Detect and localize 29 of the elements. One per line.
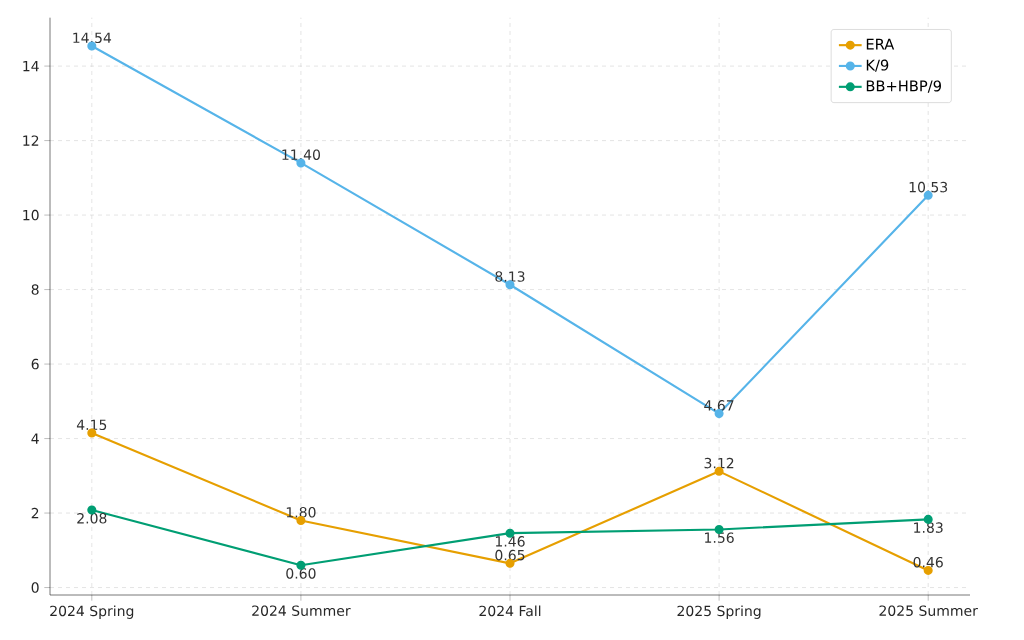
y-tick-label: 10 — [23, 209, 39, 221]
data-label: 1.56 — [705, 532, 734, 543]
data-label: 2.08 — [77, 513, 107, 524]
data-label: 1.46 — [495, 536, 525, 547]
legend-label: BB+HBP/9 — [866, 80, 941, 93]
x-tick-label: 2024 Summer — [252, 605, 351, 616]
x-tick-label: 2025 Summer — [879, 605, 978, 616]
x-tick-label: 2024 Fall — [479, 605, 541, 617]
y-tick-label: 2 — [31, 507, 39, 519]
y-tick-label: 14 — [23, 60, 39, 72]
legend-label: K/9 — [866, 59, 889, 72]
data-label: 8.13 — [495, 271, 525, 282]
data-label: 14.54 — [73, 32, 112, 44]
y-tick-label: 0 — [31, 582, 39, 593]
data-label: 1.83 — [914, 522, 943, 533]
data-label: 0.60 — [286, 568, 316, 579]
data-label: 10.53 — [909, 181, 948, 193]
x-tick-label: 2024 Spring — [50, 605, 134, 619]
data-label: 0.46 — [913, 556, 943, 568]
data-label: 1.80 — [286, 506, 316, 518]
y-tick-label: 6 — [31, 358, 39, 370]
y-tick-label: 8 — [31, 284, 39, 295]
legend-label: ERA — [866, 38, 895, 50]
y-tick-label: 4 — [31, 433, 39, 444]
y-tick-label: 12 — [23, 135, 39, 146]
data-label: 0.65 — [495, 549, 525, 561]
data-label: 4.15 — [76, 419, 107, 431]
x-tick-label: 2025 Spring — [677, 605, 761, 619]
data-label: 3.12 — [704, 457, 734, 469]
